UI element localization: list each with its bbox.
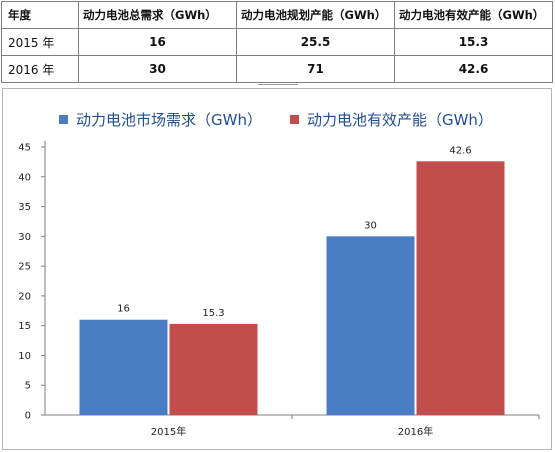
table-cell: 71 [236, 55, 395, 83]
y-tick-label: 20 [18, 291, 31, 302]
y-tick-label: 30 [18, 232, 31, 243]
table-row: 2015 年 16 25.5 15.3 [1, 28, 553, 56]
y-tick-label: 15 [18, 321, 31, 332]
y-tick-label: 25 [18, 262, 31, 273]
bar-demand [326, 236, 415, 415]
y-tick-label: 45 [18, 143, 31, 154]
chart-frame: 动力电池市场需求（GWh） 动力电池有效产能（GWh） 0 5 10 15 20 25 30… [2, 88, 552, 450]
legend-label-capacity: 动力电池有效产能（GWh） [306, 111, 493, 129]
y-tick-label: 5 [25, 381, 31, 392]
header-year: 年度 [1, 1, 79, 29]
table-cell: 25.5 [236, 28, 395, 56]
table-cell: 42.6 [394, 55, 553, 83]
header-total-demand: 动力电池总需求（GWh） [78, 1, 237, 29]
data-label: 42.6 [449, 145, 471, 156]
chart-legend: 动力电池市场需求（GWh） 动力电池有效产能（GWh） [59, 109, 521, 130]
legend-entry-demand: 动力电池市场需求（GWh） [59, 109, 262, 130]
table-header-row: 年度 动力电池总需求（GWh） 动力电池规划产能（GWh） 动力电池有效产能（G… [1, 1, 553, 29]
y-tick-label: 10 [18, 351, 31, 362]
legend-swatch-capacity [289, 115, 299, 124]
data-table: 年度 动力电池总需求（GWh） 动力电池规划产能（GWh） 动力电池有效产能（G… [1, 1, 553, 83]
bar-chart: 0 5 10 15 20 25 30 35 40 45 16 15.3 2015年 30 42.6 2016年 [18, 141, 540, 438]
data-label: 16 [117, 304, 130, 315]
header-effective-capacity: 动力电池有效产能（GWh） [394, 1, 553, 29]
data-label: 15.3 [202, 308, 224, 319]
legend-label-demand: 动力电池市场需求（GWh） [76, 111, 262, 129]
y-tick-label: 35 [18, 202, 31, 213]
x-tick-label: 2016年 [398, 425, 433, 438]
table-cell-year: 2015 年 [1, 28, 79, 56]
table-cell: 30 [78, 55, 237, 83]
separator-line [258, 84, 298, 85]
bar-demand [79, 319, 168, 415]
table-cell: 16 [78, 28, 237, 56]
bar-capacity [169, 323, 258, 415]
legend-swatch-demand [59, 115, 68, 124]
data-label: 30 [364, 220, 377, 231]
x-tick-label: 2015年 [151, 425, 186, 438]
y-tick-label: 40 [18, 172, 31, 183]
legend-entry-capacity: 动力电池有效产能（GWh） [289, 109, 493, 130]
table-row: 2016 年 30 71 42.6 [1, 55, 553, 83]
bar-capacity [416, 161, 505, 415]
y-tick-label: 0 [25, 411, 31, 422]
table-cell: 15.3 [394, 28, 553, 56]
table-cell-year: 2016 年 [1, 55, 79, 83]
header-planned-capacity: 动力电池规划产能（GWh） [236, 1, 395, 29]
